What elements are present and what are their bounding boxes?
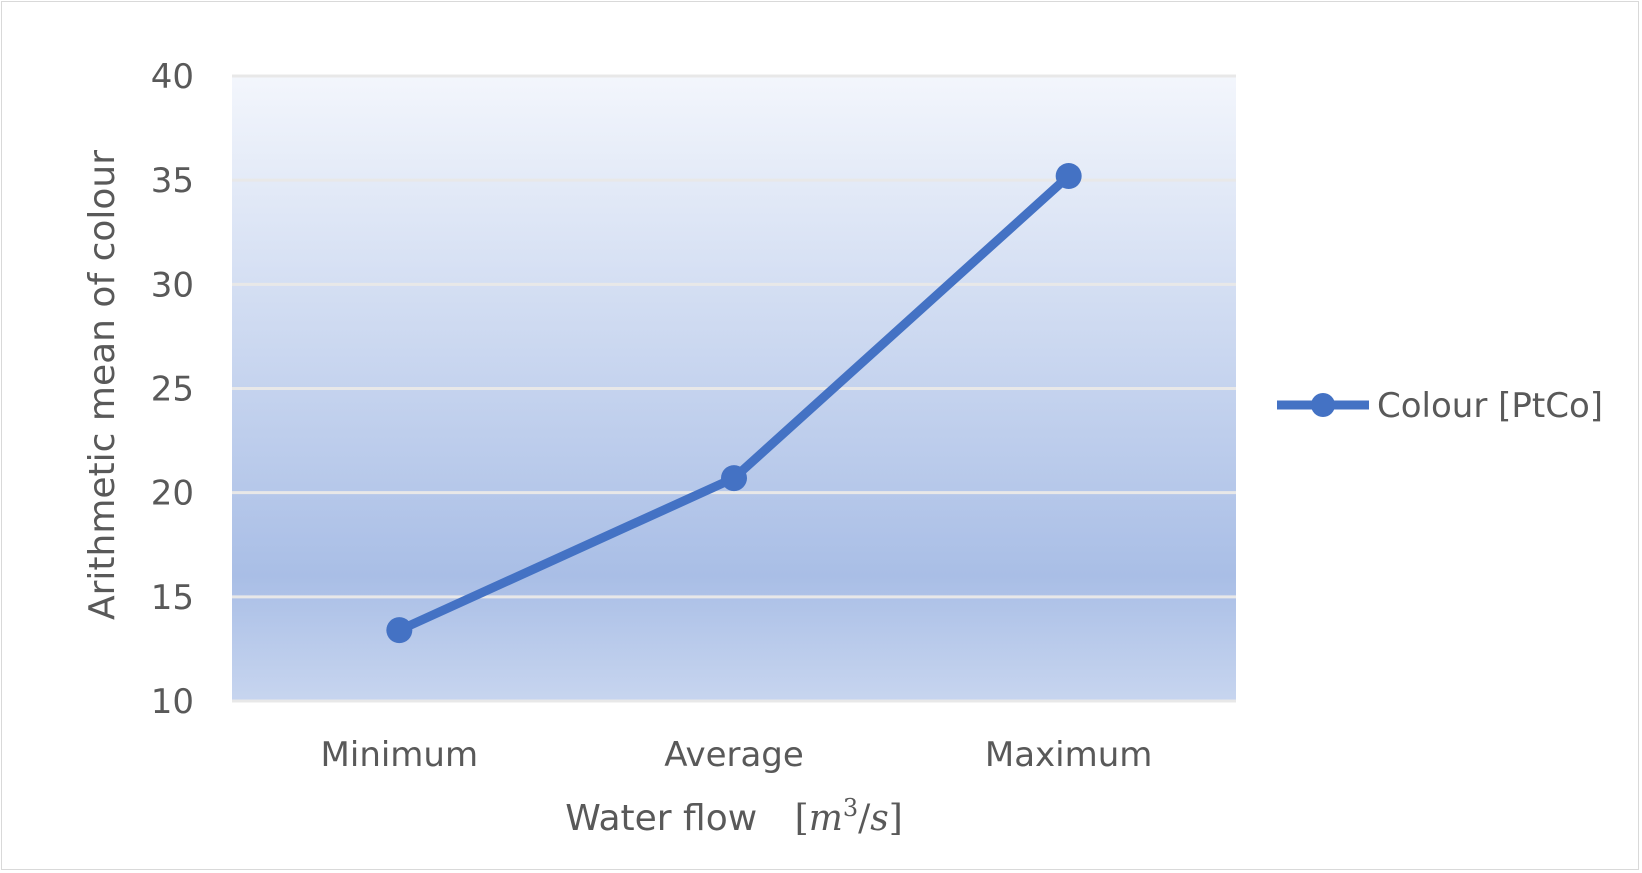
x-axis-unit-open: [ (795, 798, 809, 839)
y-tick-label: 30 (151, 265, 194, 305)
data-point-maximum (1055, 163, 1082, 189)
y-tick-label: 20 (151, 474, 194, 514)
x-tick-label: Average (664, 735, 804, 775)
y-axis-ticks: 10 15 20 25 30 35 40 (151, 57, 194, 722)
y-tick-label: 40 (151, 57, 194, 97)
legend: Colour [PtCo] (1277, 386, 1603, 426)
y-axis-title: Arithmetic mean of colour (82, 150, 123, 620)
y-tick-label: 35 (151, 161, 194, 201)
y-tick-label: 15 (151, 578, 194, 618)
y-tick-label: 10 (151, 682, 194, 722)
data-point-minimum (386, 617, 413, 644)
data-point-average (721, 465, 747, 492)
x-tick-label: Maximum (985, 735, 1153, 775)
legend-label: Colour [PtCo] (1377, 386, 1603, 426)
x-axis-unit-var2: s (870, 798, 888, 839)
series-colour-ptco (386, 163, 1082, 644)
x-axis-unit-exp: 3 (843, 794, 858, 822)
x-axis-unit-slash: / (858, 798, 871, 839)
legend-marker (1311, 393, 1335, 417)
x-axis-unit-close: ] (889, 798, 903, 839)
x-axis-ticks: Minimum Average Maximum (321, 735, 1153, 775)
x-axis-title-text: Water flow (565, 798, 757, 839)
x-axis-unit-var: m (809, 798, 843, 839)
y-tick-label: 25 (151, 370, 194, 410)
x-tick-label: Minimum (321, 735, 479, 775)
x-axis-title: Water flow [m3/s] (565, 794, 903, 839)
